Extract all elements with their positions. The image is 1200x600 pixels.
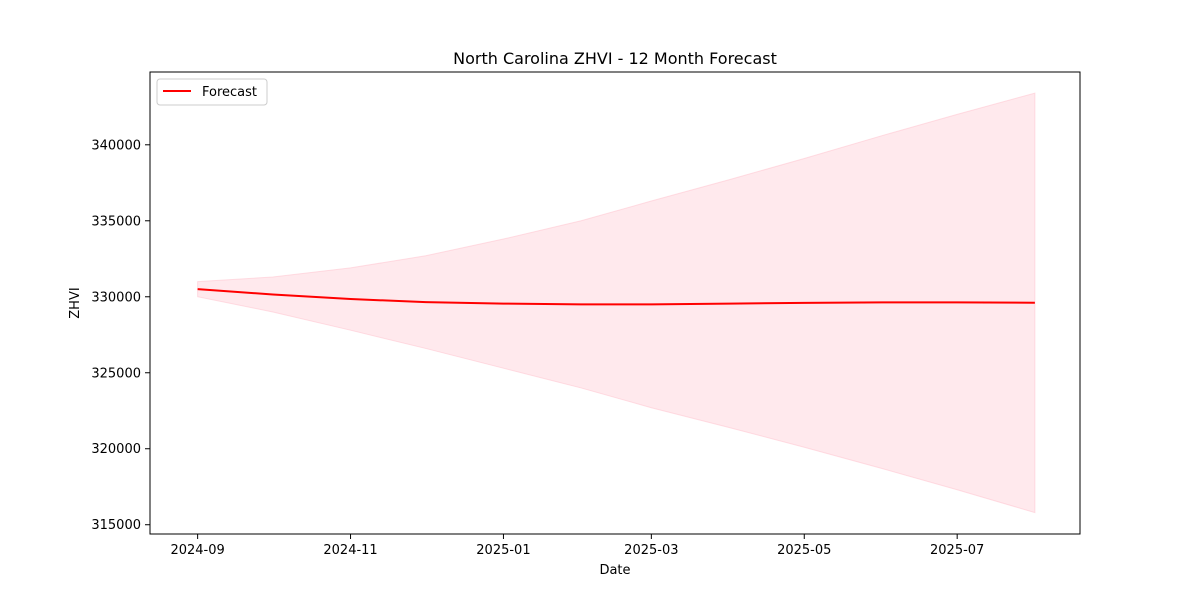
y-axis: 315000 320000 325000 330000 335000 340000 (91, 138, 150, 533)
y-tick-label: 340000 (91, 138, 141, 153)
legend-box (156, 78, 268, 106)
x-tick-label: 2024-11 (323, 543, 377, 558)
y-tick-label: 330000 (91, 290, 141, 305)
forecast-line-layer (197, 288, 1035, 306)
forecast-line (197, 288, 1035, 306)
confidence-band-layer (197, 92, 1036, 514)
x-tick-label: 2025-03 (624, 543, 678, 558)
legend: Forecast (156, 78, 268, 106)
x-tick-label: 2024-09 (170, 543, 224, 558)
confidence-band (197, 92, 1036, 514)
y-tick-label: 325000 (91, 366, 141, 381)
chart-title: North Carolina ZHVI - 12 Month Forecast (453, 49, 777, 68)
x-tick-label: 2025-01 (476, 543, 530, 558)
x-tick-label: 2025-07 (930, 543, 984, 558)
y-tick-label: 315000 (91, 518, 141, 533)
legend-label-forecast: Forecast (202, 85, 257, 100)
y-tick-label: 335000 (91, 214, 141, 229)
plot-frame (149, 71, 1081, 535)
x-axis: 2024-09 2024-11 2025-01 2025-03 2025-05 2025-… (170, 534, 984, 558)
x-tick-label: 2025-05 (777, 543, 831, 558)
x-axis-label: Date (599, 563, 630, 578)
y-axis-label: ZHVI (68, 287, 83, 318)
y-tick-label: 320000 (91, 442, 141, 457)
